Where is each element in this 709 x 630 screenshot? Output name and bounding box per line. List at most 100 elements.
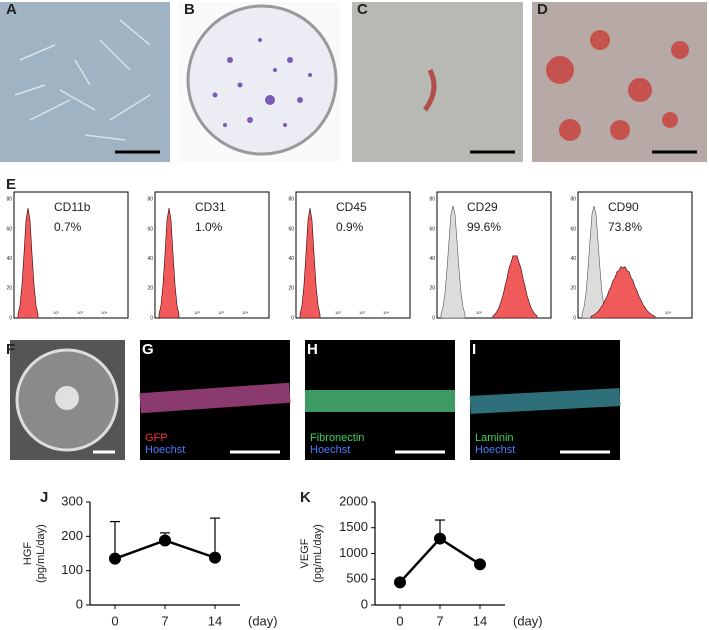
- panel-letter: I: [472, 341, 476, 358]
- panel-letter: E: [6, 176, 16, 193]
- flow-y-tick: 20: [147, 286, 153, 292]
- flow-y-tick: 60: [429, 226, 435, 232]
- micrograph-a: [0, 2, 170, 162]
- y-axis-label: HGF: [22, 542, 34, 566]
- lipid-stain: [546, 30, 689, 141]
- data-point: [209, 551, 221, 564]
- tissue-g: [139, 382, 291, 414]
- stain-label: Hoechst: [145, 444, 185, 456]
- x-tick-label: 7: [161, 613, 168, 628]
- flow-y-tick: 80: [6, 197, 12, 203]
- flow-y-tick: 20: [288, 286, 294, 292]
- flow-x-tick: 10²: [53, 310, 59, 315]
- histogram: [590, 266, 656, 319]
- stain-label: Laminin: [475, 432, 514, 444]
- y-axis-label: (pg/mL/day): [35, 524, 47, 583]
- panel-letter: B: [184, 1, 195, 18]
- flow-x-tick: 10⁴: [242, 310, 248, 315]
- flow-y-tick: 20: [570, 286, 576, 292]
- dish: [186, 4, 338, 156]
- data-line: [399, 536, 481, 584]
- panel-letter: H: [307, 341, 318, 358]
- colonies: [212, 38, 312, 127]
- stain: [422, 68, 437, 112]
- flow-x-tick: 10²: [476, 310, 482, 315]
- marker-name: CD31: [195, 200, 226, 214]
- histogram-frame: [13, 191, 129, 319]
- panel-letter: G: [142, 341, 154, 358]
- flow-y-tick: 40: [288, 256, 294, 262]
- cell-sheet: [55, 386, 79, 410]
- data-point: [474, 558, 486, 571]
- histogram: [158, 207, 180, 319]
- flow-y-tick: 80: [147, 197, 153, 203]
- flow-x-tick: 10³: [77, 310, 83, 315]
- y-tick-label: 200: [61, 528, 83, 543]
- x-tick-label: 0: [111, 613, 118, 628]
- flow-x-tick: 10³: [218, 310, 224, 315]
- marker-percent: 73.8%: [608, 220, 642, 234]
- flow-y-tick: 0: [573, 315, 576, 321]
- flow-y-tick: 60: [6, 226, 12, 232]
- y-tick-label: 1500: [339, 519, 368, 534]
- data-point: [109, 552, 121, 565]
- y-tick-label: 300: [61, 493, 83, 508]
- data-point: [159, 534, 171, 547]
- micrograph-c: [352, 2, 523, 162]
- flow-y-tick: 80: [570, 197, 576, 203]
- histogram: [440, 205, 466, 319]
- flow-x-tick: 10⁴: [383, 310, 389, 315]
- flow-y-tick: 60: [570, 226, 576, 232]
- marker-name: CD45: [336, 200, 367, 214]
- y-axis-label: (pg/mL/day): [312, 524, 324, 583]
- panel-letter: C: [357, 1, 368, 18]
- marker-name: CD11b: [54, 200, 91, 214]
- y-tick-label: 100: [61, 562, 83, 577]
- flow-y-tick: 20: [429, 286, 435, 292]
- flow-y-tick: 20: [6, 286, 12, 292]
- flow-y-tick: 40: [570, 256, 576, 262]
- stain-label: Hoechst: [475, 444, 515, 456]
- cells-a: [14, 19, 151, 141]
- stain-label: Fibronectin: [310, 432, 364, 444]
- flow-x-tick: 10²: [335, 310, 341, 315]
- flow-y-tick: 0: [432, 315, 435, 321]
- x-axis-label: (day): [248, 613, 278, 628]
- flow-y-tick: 60: [147, 226, 153, 232]
- marker-percent: 0.7%: [54, 220, 82, 234]
- flow-x-tick: 10⁴: [101, 310, 107, 315]
- panel-letter: K: [300, 489, 311, 506]
- flow-x-tick: 10³: [359, 310, 365, 315]
- stain-label: Hoechst: [310, 444, 350, 456]
- marker-name: CD29: [467, 200, 498, 214]
- marker-percent: 1.0%: [195, 220, 223, 234]
- stain-label: GFP: [145, 432, 168, 444]
- flow-y-tick: 0: [150, 315, 153, 321]
- flow-y-tick: 80: [288, 197, 294, 203]
- histogram-frame: [295, 191, 411, 319]
- panel-letter: J: [40, 489, 48, 506]
- y-tick-label: 500: [346, 571, 368, 586]
- marker-name: CD90: [608, 200, 639, 214]
- histogram: [17, 207, 39, 319]
- tissue-h: [305, 390, 455, 412]
- flow-y-tick: 0: [291, 315, 294, 321]
- x-tick-label: 14: [473, 613, 487, 628]
- flow-x-tick: 10²: [194, 310, 200, 315]
- y-tick-label: 0: [361, 596, 368, 611]
- histogram: [581, 205, 607, 319]
- marker-percent: 0.9%: [336, 220, 364, 234]
- panel-letter: D: [537, 1, 548, 18]
- flow-y-tick: 40: [429, 256, 435, 262]
- histogram-frame: [154, 191, 270, 319]
- tissue-i: [469, 388, 621, 414]
- flow-y-tick: 40: [147, 256, 153, 262]
- data-point: [394, 576, 406, 589]
- flow-y-tick: 40: [6, 256, 12, 262]
- panel-letter: A: [6, 1, 17, 18]
- flow-x-tick: 10⁴: [665, 310, 671, 315]
- y-tick-label: 2000: [339, 493, 368, 508]
- panel-letter: F: [6, 341, 15, 358]
- data-point: [434, 532, 446, 545]
